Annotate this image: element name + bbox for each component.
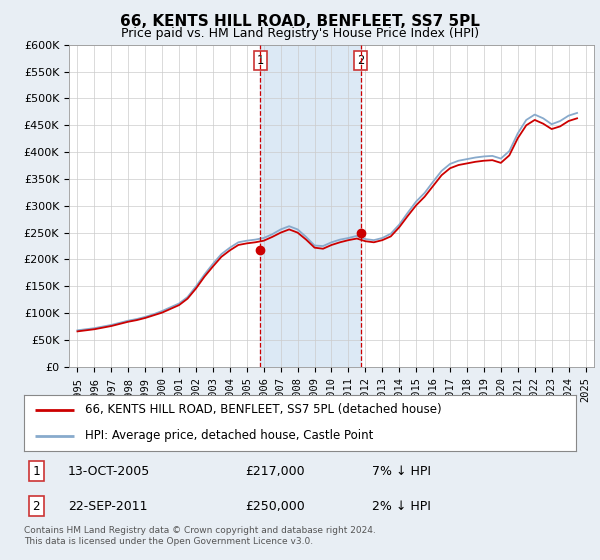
- Text: 2: 2: [357, 54, 364, 67]
- Text: 7% ↓ HPI: 7% ↓ HPI: [372, 465, 431, 478]
- Text: HPI: Average price, detached house, Castle Point: HPI: Average price, detached house, Cast…: [85, 429, 373, 442]
- Text: 1: 1: [257, 54, 264, 67]
- Text: £250,000: £250,000: [245, 500, 305, 512]
- Text: 66, KENTS HILL ROAD, BENFLEET, SS7 5PL (detached house): 66, KENTS HILL ROAD, BENFLEET, SS7 5PL (…: [85, 403, 442, 417]
- Text: 1: 1: [32, 465, 40, 478]
- Text: Contains HM Land Registry data © Crown copyright and database right 2024.
This d: Contains HM Land Registry data © Crown c…: [24, 526, 376, 546]
- Text: 2: 2: [32, 500, 40, 512]
- Text: 2% ↓ HPI: 2% ↓ HPI: [372, 500, 431, 512]
- Text: 22-SEP-2011: 22-SEP-2011: [68, 500, 148, 512]
- Text: 66, KENTS HILL ROAD, BENFLEET, SS7 5PL: 66, KENTS HILL ROAD, BENFLEET, SS7 5PL: [120, 14, 480, 29]
- Text: Price paid vs. HM Land Registry's House Price Index (HPI): Price paid vs. HM Land Registry's House …: [121, 27, 479, 40]
- Text: 13-OCT-2005: 13-OCT-2005: [68, 465, 151, 478]
- Bar: [260, 45, 361, 367]
- Text: £217,000: £217,000: [245, 465, 304, 478]
